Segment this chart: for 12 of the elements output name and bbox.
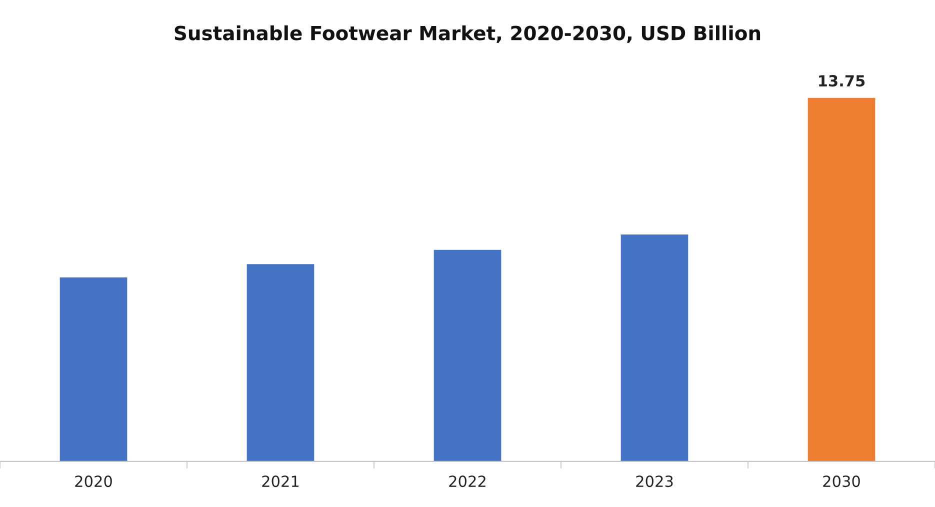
x-tick-label: 2020 [75, 476, 112, 488]
x-tick-label: 2021 [262, 476, 299, 488]
data-label: 13.75 [819, 75, 865, 87]
bar [60, 277, 128, 462]
bar [620, 234, 688, 462]
bar [434, 250, 502, 462]
x-tick-label: 2030 [823, 476, 860, 488]
bar [808, 98, 876, 462]
x-tick-label: 2022 [449, 476, 486, 488]
bar [246, 264, 314, 462]
chart-title: Sustainable Footwear Market, 2020-2030, USD Billion [174, 25, 760, 43]
x-tick-label: 2023 [636, 476, 673, 488]
